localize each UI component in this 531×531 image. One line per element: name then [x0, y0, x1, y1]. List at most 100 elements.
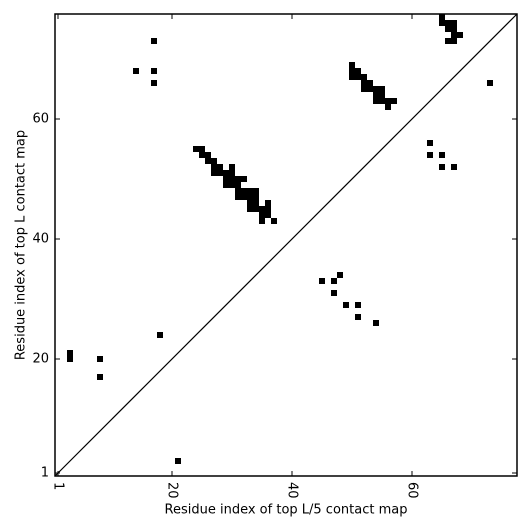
contact-point — [439, 152, 445, 158]
contact-point — [439, 14, 445, 20]
contact-point — [451, 38, 457, 44]
x-axis-label: Residue index of top L/5 contact map — [165, 503, 408, 518]
contact-point — [373, 86, 379, 92]
contact-point — [151, 80, 157, 86]
contact-point — [247, 206, 253, 212]
contact-point — [217, 164, 223, 170]
contact-point — [265, 200, 271, 206]
contact-point — [451, 26, 457, 32]
contact-point — [361, 80, 367, 86]
contact-point — [235, 182, 241, 188]
contact-point — [193, 146, 199, 152]
y-tick-label: 40 — [32, 232, 49, 247]
contact-point — [331, 290, 337, 296]
contact-point — [355, 314, 361, 320]
contact-point — [457, 32, 463, 38]
contact-point — [247, 194, 253, 200]
contact-point — [379, 86, 385, 92]
contact-point — [331, 278, 337, 284]
contact-point — [271, 218, 277, 224]
contact-point — [247, 200, 253, 206]
contact-point — [157, 332, 163, 338]
contact-point — [265, 212, 271, 218]
contact-point — [223, 170, 229, 176]
contact-point — [229, 164, 235, 170]
contact-point — [445, 38, 451, 44]
y-axis-label: Residue index of top L contact map — [14, 130, 29, 360]
contact-point — [259, 206, 265, 212]
contact-point — [67, 350, 73, 356]
contact-point — [253, 194, 259, 200]
contact-point — [259, 212, 265, 218]
contact-point — [337, 272, 343, 278]
contact-point — [217, 170, 223, 176]
y-tick-label: 20 — [32, 352, 49, 367]
contact-point — [319, 278, 325, 284]
contact-point — [151, 38, 157, 44]
contact-point — [223, 176, 229, 182]
contact-point — [349, 62, 355, 68]
contact-point — [211, 170, 217, 176]
contact-point — [151, 68, 157, 74]
contact-point — [445, 26, 451, 32]
contact-point — [235, 176, 241, 182]
contact-point — [487, 80, 493, 86]
contact-point — [439, 164, 445, 170]
x-tick-label: 20 — [165, 482, 180, 499]
contact-point — [349, 74, 355, 80]
contact-point — [367, 80, 373, 86]
contact-point — [235, 194, 241, 200]
contact-point — [379, 92, 385, 98]
contact-point — [451, 164, 457, 170]
contact-point — [391, 98, 397, 104]
contact-point — [385, 98, 391, 104]
contact-point — [253, 206, 259, 212]
contact-point — [373, 92, 379, 98]
y-tick-label: 1 — [41, 466, 49, 481]
contact-point — [235, 188, 241, 194]
x-tick-label: 40 — [285, 482, 300, 499]
contact-point — [373, 98, 379, 104]
contact-point — [451, 32, 457, 38]
contact-point — [451, 20, 457, 26]
contact-point — [361, 74, 367, 80]
contact-point — [355, 68, 361, 74]
y-tick-label: 60 — [32, 112, 49, 127]
contact-point — [211, 158, 217, 164]
contact-point — [343, 302, 349, 308]
contact-point — [133, 68, 139, 74]
contact-point — [445, 20, 451, 26]
contact-point — [253, 200, 259, 206]
contact-point — [355, 74, 361, 80]
contact-point — [241, 194, 247, 200]
contact-point — [379, 98, 385, 104]
x-tick-label: 1 — [51, 482, 66, 490]
contact-point — [427, 140, 433, 146]
contact-point — [205, 152, 211, 158]
contact-point — [259, 218, 265, 224]
contact-point — [265, 206, 271, 212]
x-tick-label: 60 — [405, 482, 420, 499]
contact-point — [199, 152, 205, 158]
contact-point — [385, 104, 391, 110]
contact-point — [67, 356, 73, 362]
contact-point — [229, 182, 235, 188]
diagonal — [54, 13, 518, 477]
contact-point — [253, 188, 259, 194]
contact-point — [97, 356, 103, 362]
contact-point — [211, 164, 217, 170]
contact-point — [439, 20, 445, 26]
plot-frame — [54, 13, 518, 477]
contact-point — [241, 188, 247, 194]
contact-point — [175, 458, 181, 464]
contact-point — [223, 182, 229, 188]
contact-point — [355, 302, 361, 308]
contact-point — [205, 158, 211, 164]
contact-point — [361, 86, 367, 92]
contact-point — [349, 68, 355, 74]
contact-point — [97, 374, 103, 380]
contact-point — [373, 320, 379, 326]
contact-point — [199, 146, 205, 152]
